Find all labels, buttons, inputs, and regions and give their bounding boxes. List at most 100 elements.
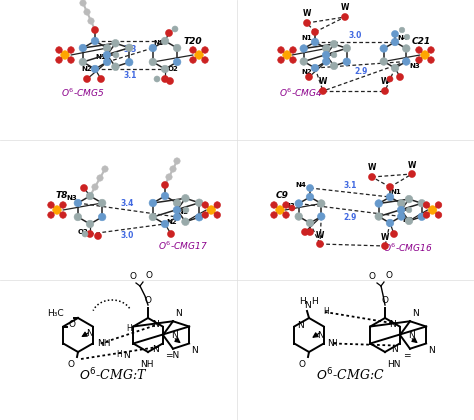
Circle shape xyxy=(149,58,157,66)
Circle shape xyxy=(416,47,422,53)
Circle shape xyxy=(402,45,410,52)
Text: O2: O2 xyxy=(168,66,178,72)
Text: $O^6$-CMG:C: $O^6$-CMG:C xyxy=(316,366,384,383)
Circle shape xyxy=(86,220,94,228)
Circle shape xyxy=(173,206,181,214)
Text: W: W xyxy=(303,10,311,18)
Text: 2.9: 2.9 xyxy=(354,67,367,76)
Circle shape xyxy=(202,47,208,53)
Text: O: O xyxy=(130,272,137,281)
Circle shape xyxy=(318,213,325,221)
Circle shape xyxy=(317,241,323,247)
Circle shape xyxy=(435,202,442,208)
Text: N3: N3 xyxy=(409,63,419,68)
Circle shape xyxy=(307,184,313,192)
Circle shape xyxy=(421,51,429,59)
Text: H: H xyxy=(116,350,122,359)
Text: 3.0: 3.0 xyxy=(121,231,134,241)
Text: N: N xyxy=(327,339,334,348)
Text: N1: N1 xyxy=(96,54,107,60)
Text: N: N xyxy=(428,346,435,355)
Circle shape xyxy=(98,76,104,82)
Text: N3: N3 xyxy=(154,40,164,46)
Circle shape xyxy=(149,44,157,52)
Circle shape xyxy=(79,44,87,52)
Circle shape xyxy=(202,212,209,218)
Text: T20: T20 xyxy=(184,37,202,45)
Circle shape xyxy=(149,199,157,207)
Circle shape xyxy=(162,76,168,82)
Circle shape xyxy=(398,213,405,221)
Circle shape xyxy=(330,62,338,70)
Circle shape xyxy=(396,74,403,81)
Text: W: W xyxy=(381,233,389,241)
Text: O: O xyxy=(67,360,74,369)
Circle shape xyxy=(375,200,383,207)
Circle shape xyxy=(428,57,434,63)
Circle shape xyxy=(405,195,413,203)
Text: 2.9: 2.9 xyxy=(343,213,357,221)
Circle shape xyxy=(60,202,66,208)
Circle shape xyxy=(398,200,405,207)
Circle shape xyxy=(79,58,87,66)
Circle shape xyxy=(74,213,82,221)
Circle shape xyxy=(300,58,308,65)
Circle shape xyxy=(60,212,66,218)
Circle shape xyxy=(306,74,312,81)
Text: N2: N2 xyxy=(402,218,412,223)
Text: N4: N4 xyxy=(296,182,306,188)
Circle shape xyxy=(161,192,169,200)
Circle shape xyxy=(195,199,203,207)
Circle shape xyxy=(165,29,173,37)
Circle shape xyxy=(88,18,94,24)
Circle shape xyxy=(182,218,189,226)
Circle shape xyxy=(311,38,319,46)
Circle shape xyxy=(409,171,416,178)
Circle shape xyxy=(423,202,430,208)
Text: N3: N3 xyxy=(66,195,77,201)
Circle shape xyxy=(322,58,330,65)
Text: N: N xyxy=(297,321,304,330)
Text: =N: =N xyxy=(165,351,179,360)
Circle shape xyxy=(74,199,82,207)
Text: N: N xyxy=(191,346,198,355)
Circle shape xyxy=(61,51,69,59)
Circle shape xyxy=(290,47,296,53)
Circle shape xyxy=(380,58,388,65)
Circle shape xyxy=(214,212,220,218)
Circle shape xyxy=(97,175,103,181)
Circle shape xyxy=(341,13,348,21)
Text: N2: N2 xyxy=(301,69,312,75)
Text: HN: HN xyxy=(387,360,401,369)
Text: O: O xyxy=(299,360,306,369)
Circle shape xyxy=(387,76,393,82)
Text: $O^6$-CMG:T: $O^6$-CMG:T xyxy=(79,366,147,383)
Circle shape xyxy=(48,202,55,208)
Text: N1: N1 xyxy=(301,35,312,41)
Text: H₃C: H₃C xyxy=(47,310,64,318)
Circle shape xyxy=(162,181,168,189)
Text: 3.0: 3.0 xyxy=(348,31,362,39)
Text: $O^6$-CMG4: $O^6$-CMG4 xyxy=(279,87,323,99)
Circle shape xyxy=(368,173,375,181)
Circle shape xyxy=(386,184,393,191)
Circle shape xyxy=(154,76,160,82)
Text: C9: C9 xyxy=(275,192,289,200)
Circle shape xyxy=(166,174,172,180)
Text: N: N xyxy=(175,309,182,318)
Circle shape xyxy=(92,184,98,190)
Text: $O^6$-CMG5: $O^6$-CMG5 xyxy=(61,87,105,99)
Circle shape xyxy=(91,65,99,73)
Text: N3: N3 xyxy=(284,204,295,210)
Circle shape xyxy=(53,206,61,214)
Circle shape xyxy=(56,47,62,53)
Circle shape xyxy=(161,220,169,228)
Circle shape xyxy=(166,78,173,84)
Text: NH: NH xyxy=(97,339,110,348)
Circle shape xyxy=(98,213,106,221)
Circle shape xyxy=(386,193,394,201)
Circle shape xyxy=(283,212,289,218)
Circle shape xyxy=(319,87,327,94)
Text: N2: N2 xyxy=(82,66,92,72)
Circle shape xyxy=(295,200,302,207)
